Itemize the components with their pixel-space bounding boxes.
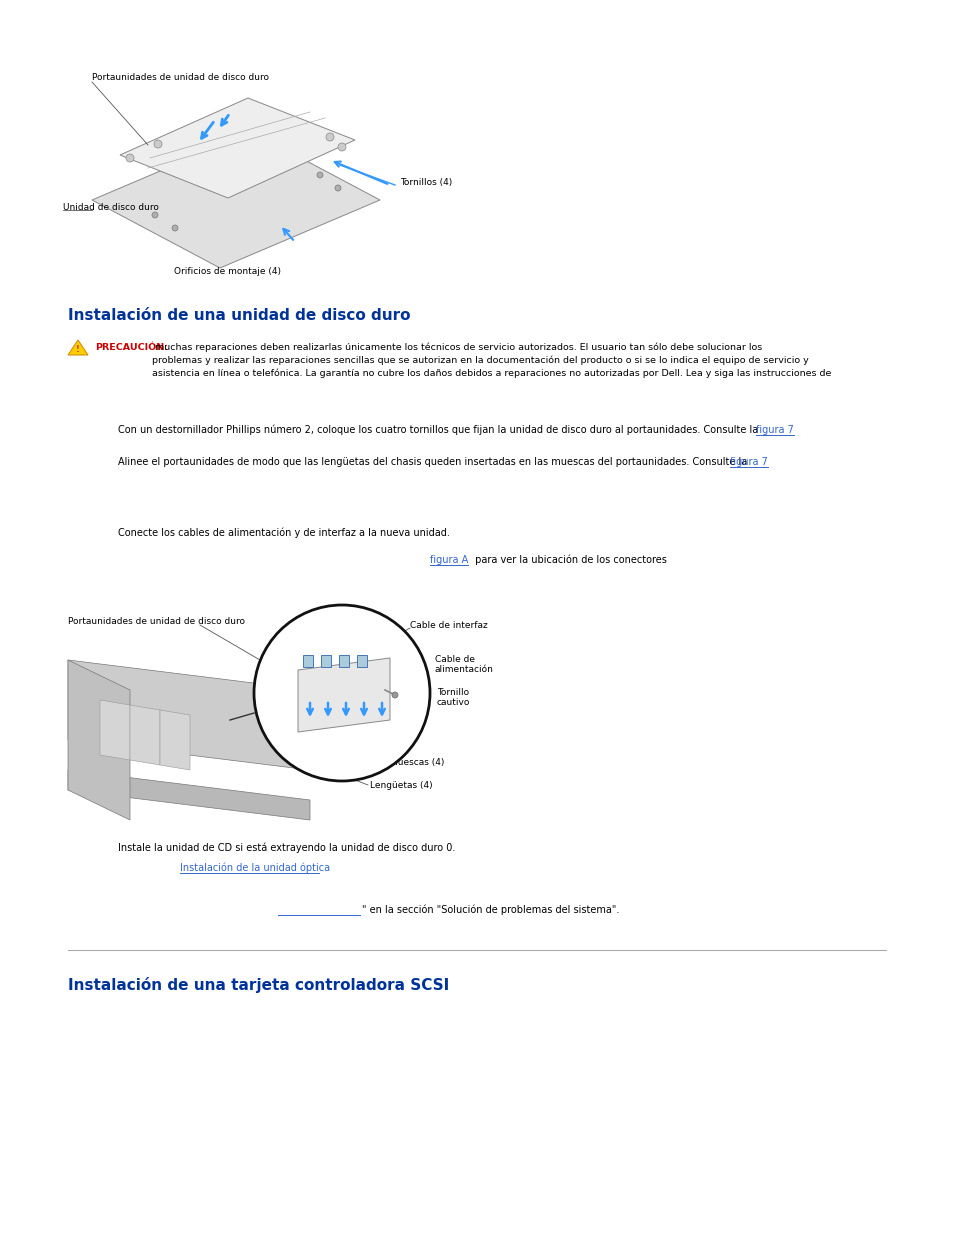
FancyBboxPatch shape (303, 655, 313, 667)
Polygon shape (68, 769, 310, 820)
Text: Alinee el portaunidades de modo que las lengüetas del chasis queden insertadas e: Alinee el portaunidades de modo que las … (118, 457, 750, 467)
Text: Instalación de una tarjeta controladora SCSI: Instalación de una tarjeta controladora … (68, 977, 449, 993)
Circle shape (392, 692, 397, 698)
Circle shape (326, 133, 334, 141)
Text: figura 7: figura 7 (729, 457, 770, 467)
Polygon shape (68, 659, 310, 769)
FancyBboxPatch shape (356, 655, 367, 667)
Circle shape (152, 212, 158, 219)
Circle shape (126, 154, 133, 162)
Polygon shape (130, 705, 160, 764)
Text: " en la sección "Solución de problemas del sistema".: " en la sección "Solución de problemas d… (361, 905, 618, 915)
Text: Instalación de una unidad de disco duro: Instalación de una unidad de disco duro (68, 308, 410, 322)
Polygon shape (160, 710, 190, 769)
Text: Cable de interfaz: Cable de interfaz (410, 620, 487, 630)
Polygon shape (120, 98, 355, 198)
Text: Con un destornillador Phillips número 2, coloque los cuatro tornillos que fijan : Con un destornillador Phillips número 2,… (118, 425, 760, 435)
Text: Tornillos (4): Tornillos (4) (399, 179, 452, 188)
Text: muchas reparaciones deben realizarlas únicamente los técnicos de servicio autori: muchas reparaciones deben realizarlas ún… (152, 343, 830, 378)
Text: Portaunidades de unidad de disco duro: Portaunidades de unidad de disco duro (68, 618, 245, 626)
Text: Lengüetas (4): Lengüetas (4) (370, 781, 432, 789)
Text: para ver la ubicación de los conectores: para ver la ubicación de los conectores (472, 555, 666, 566)
Circle shape (316, 172, 323, 178)
Text: !: ! (76, 346, 80, 354)
Text: Unidad de disco duro: Unidad de disco duro (63, 204, 159, 212)
Text: Cable de
alimentación: Cable de alimentación (435, 655, 494, 674)
Circle shape (153, 140, 162, 148)
Text: figura 7: figura 7 (755, 425, 796, 435)
Text: Instale la unidad de CD si está extrayendo la unidad de disco duro 0.: Instale la unidad de CD si está extrayen… (118, 842, 455, 853)
Circle shape (253, 605, 430, 781)
Text: Orificios de montaje (4): Orificios de montaje (4) (174, 268, 281, 277)
FancyBboxPatch shape (320, 655, 331, 667)
Polygon shape (68, 659, 130, 820)
Text: Tornillo
cautivo: Tornillo cautivo (436, 688, 470, 708)
Polygon shape (100, 700, 130, 760)
Polygon shape (68, 340, 88, 354)
Text: figura A: figura A (430, 555, 471, 564)
Text: Muescas (4): Muescas (4) (390, 758, 444, 767)
Circle shape (337, 143, 346, 151)
Text: Conecte los cables de alimentación y de interfaz a la nueva unidad.: Conecte los cables de alimentación y de … (118, 527, 450, 538)
Polygon shape (91, 132, 379, 268)
Text: Instalación de la unidad óptica: Instalación de la unidad óptica (180, 863, 330, 873)
Text: Portaunidades de unidad de disco duro: Portaunidades de unidad de disco duro (91, 74, 269, 83)
Circle shape (172, 225, 178, 231)
FancyBboxPatch shape (338, 655, 349, 667)
Circle shape (335, 185, 340, 191)
Text: PRECAUCIÓN:: PRECAUCIÓN: (95, 343, 168, 352)
Polygon shape (297, 658, 390, 732)
